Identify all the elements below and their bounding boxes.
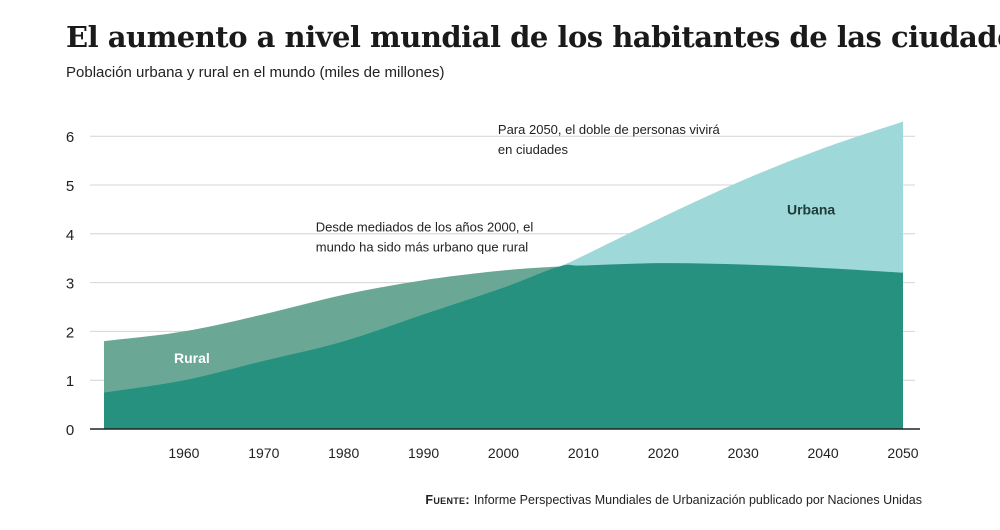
x-tick-label: 1960 <box>168 445 199 461</box>
x-tick-label: 1990 <box>408 445 439 461</box>
y-tick-label: 2 <box>66 324 74 341</box>
annotation-line: en ciudades <box>498 142 569 157</box>
y-tick-label: 3 <box>66 276 74 293</box>
x-tick-label: 2040 <box>808 445 839 461</box>
chart-title: El aumento a nivel mundial de los habita… <box>66 20 1000 54</box>
annotations: Desde mediados de los años 2000, el mundo… <box>316 122 721 255</box>
annotation: Para 2050, el doble de personas vivirá en… <box>498 122 721 157</box>
annotation-line: mundo ha sido más urbano que rural <box>316 239 529 254</box>
x-tick-label: 1970 <box>248 445 279 461</box>
source-text: Informe Perspectivas Mundiales de Urbani… <box>473 493 922 507</box>
series-label-urban: Urbana <box>787 201 835 217</box>
x-tick-label: 2050 <box>887 445 918 461</box>
y-tick-label: 6 <box>66 129 74 146</box>
y-tick-label: 5 <box>66 178 74 195</box>
overlap-area <box>104 263 903 429</box>
series-label-rural: Rural <box>174 350 210 366</box>
y-axis-ticks: 0 1 2 3 4 5 6 <box>66 129 74 439</box>
x-tick-label: 2020 <box>648 445 679 461</box>
x-axis-ticks: 1960 1970 1980 1990 2000 2010 2020 2030 2040 2050 <box>168 445 918 461</box>
x-tick-label: 2010 <box>568 445 599 461</box>
y-tick-label: 1 <box>66 373 74 390</box>
y-tick-label: 4 <box>66 227 74 244</box>
chart-subtitle: Población urbana y rural en el mundo (mi… <box>66 64 445 81</box>
annotation-line: Desde mediados de los años 2000, el <box>316 219 534 234</box>
source-note: Fuente: Informe Perspectivas Mundiales de… <box>425 493 922 507</box>
x-tick-label: 1980 <box>328 445 359 461</box>
annotation-line: Para 2050, el doble de personas vivirá <box>498 122 721 137</box>
series-labels: Rural Urbana <box>174 201 835 366</box>
annotation: Desde mediados de los años 2000, el mundo… <box>316 219 534 254</box>
x-tick-label: 2000 <box>488 445 519 461</box>
y-tick-label: 0 <box>66 422 74 439</box>
source-label: Fuente: <box>425 493 470 507</box>
x-tick-label: 2030 <box>728 445 759 461</box>
